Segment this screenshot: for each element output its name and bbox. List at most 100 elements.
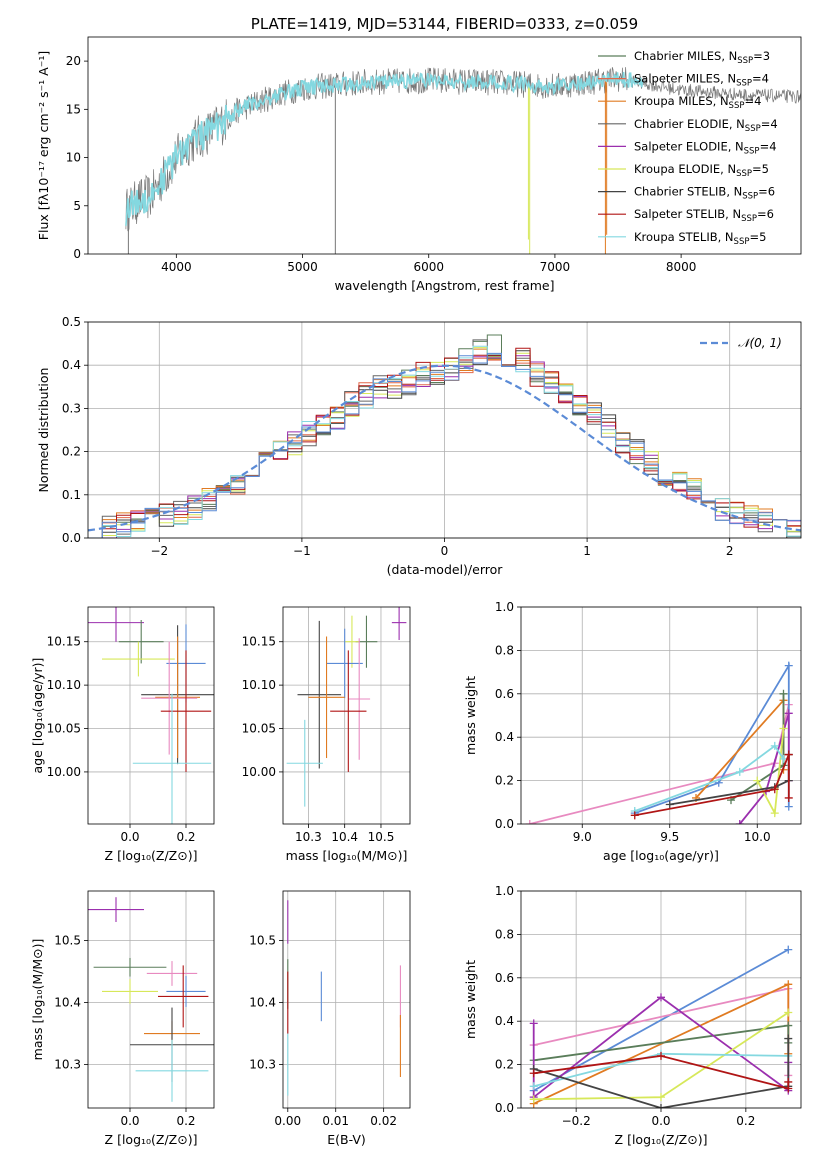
weight-marker (784, 802, 793, 811)
legend-label: Chabrier STELIB, NSSP=6 (634, 185, 775, 202)
y-tick-label: 5 (73, 199, 81, 213)
chart-residuals: −2 −1 0 1 2 0.0 0.1 0.2 0.3 0.4 0.5 (data-model)/er… (36, 315, 802, 577)
normal-curve (88, 364, 801, 532)
weight-marker (784, 1008, 793, 1017)
errorbar-point (286, 719, 323, 807)
legend-label-sub: SSP (745, 124, 761, 134)
legend-label-sub: SSP (742, 192, 758, 202)
grid-lines (88, 891, 214, 1108)
y-tick-label: 10.10 (47, 678, 81, 692)
chart-z_vs_mass: 0.0 0.2 10.3 10.4 10.5 Z [log₁₀(Z/Z⊙)] mass [l… (30, 890, 215, 1147)
x-axis-label: Z [log₁₀(Z/Z⊙)] (615, 1132, 708, 1147)
plot-area (525, 661, 793, 824)
y-tick-label: 10.05 (47, 722, 81, 736)
legend-label-count: =4 (761, 117, 778, 131)
x-tick-label: 9.5 (660, 830, 679, 844)
plot-area (287, 900, 401, 1096)
x-tick-label: 0.2 (736, 1114, 755, 1128)
legend-label: Kroupa MILES, NSSP=4 (634, 94, 761, 111)
weight-marker (784, 750, 793, 759)
legend-item: Kroupa ELODIE, NSSP=5 (598, 162, 769, 179)
errorbar-point (308, 636, 345, 759)
weight-marker (657, 1093, 665, 1102)
axes-frame (282, 606, 411, 825)
x-tick-label: −0.2 (562, 1114, 591, 1128)
legend-label-sub: SSP (741, 214, 757, 224)
y-tick-label: 10.3 (249, 1058, 276, 1072)
legend-label-main: Kroupa MILES, N (634, 94, 729, 108)
x-axis-label: Z [log₁₀(Z/Z⊙)] (105, 848, 198, 863)
chart-ebv_vs_mass: 0.00 0.01 0.02 10.3 10.4 10.5 E(B-V) (249, 890, 411, 1147)
weight-marker (784, 980, 793, 989)
legend-label-main: Chabrier MILES, N (634, 49, 737, 63)
weight-marker (735, 767, 744, 776)
weight-marker (770, 809, 779, 818)
x-tick-label: 0.00 (274, 1114, 301, 1128)
weight-line-salpeter_stelib (634, 754, 790, 817)
axes-frame (87, 606, 215, 825)
axes: 9.0 9.5 10.0 0.0 0.2 0.4 0.6 0.8 1.0 age [log₁₀(a… (463, 600, 802, 863)
x-tick-label: 0.02 (370, 1114, 397, 1128)
axes: 0.0 0.2 10.00 10.05 10.10 10.15 Z [log₁₀(Z/Z⊙)… (30, 606, 215, 863)
y-tick-label: 10.4 (54, 996, 81, 1010)
x-tick-label: 0.2 (176, 830, 195, 844)
legend-label-main: Salpeter STELIB, N (634, 207, 741, 221)
axes: 0.0 0.2 10.3 10.4 10.5 Z [log₁₀(Z/Z⊙)] mass [l… (30, 890, 215, 1147)
axes-frame (520, 606, 802, 825)
legend-label-count: =6 (757, 207, 774, 221)
x-tick-label: 5000 (287, 260, 318, 274)
weight-line-chabrier_stelib (533, 1038, 790, 1108)
errorbar-point (160, 650, 212, 772)
y-tick-label: 10 (66, 151, 81, 165)
legend-label-count: =3 (753, 49, 770, 63)
x-tick-label: 0.01 (322, 1114, 349, 1128)
axes: −2 −1 0 1 2 0.0 0.1 0.2 0.3 0.4 0.5 (data-model)/er… (36, 315, 802, 577)
y-tick-label: 15 (66, 102, 81, 116)
x-tick-label: 10.4 (331, 830, 358, 844)
legend-label-sub: SSP (744, 146, 760, 156)
weight-marker (657, 1051, 665, 1060)
legend-label-count: =5 (752, 162, 769, 176)
x-tick-label: 9.0 (573, 830, 592, 844)
y-tick-label: 1.0 (495, 600, 514, 614)
x-tick-label: 1 (583, 544, 591, 558)
errorbar-point (391, 607, 407, 640)
errorbar-point (88, 607, 144, 642)
y-tick-label: 0.5 (62, 315, 81, 329)
legend-item: Salpeter ELODIE, NSSP=4 (598, 139, 777, 156)
x-tick-label: 10.5 (368, 830, 395, 844)
legend-label: Chabrier MILES, NSSP=3 (634, 49, 770, 66)
legend-label: 𝒩(0, 1) (738, 336, 782, 350)
legend-item: Chabrier ELODIE, NSSP=4 (598, 117, 778, 134)
y-tick-label: 0.2 (495, 1058, 514, 1072)
x-axis-label: Z [log₁₀(Z/Z⊙)] (105, 1132, 198, 1147)
x-tick-label: 10.0 (744, 830, 771, 844)
legend-label-count: =4 (744, 94, 761, 108)
y-tick-label: 0.0 (495, 817, 514, 831)
x-tick-label: 10.3 (295, 830, 322, 844)
errorbar-point (348, 638, 371, 760)
legend-label: Salpeter MILES, NSSP=4 (634, 72, 769, 89)
weight-marker (735, 820, 744, 824)
y-tick-label: 0.1 (62, 488, 81, 502)
x-tick-label: 7000 (540, 260, 571, 274)
weight-marker (784, 1021, 793, 1030)
y-axis-label: Flux [fλ10⁻¹⁷ erg cm⁻² s⁻¹ A⁻¹] (36, 51, 51, 240)
errorbar-point (344, 615, 360, 668)
chart-spectrum: 4000 5000 6000 7000 8000 0 5 10 15 20 wavelength [… (36, 15, 802, 293)
weight-marker (779, 724, 788, 733)
y-tick-label: 10.00 (242, 765, 276, 779)
x-tick-label: 2 (726, 544, 734, 558)
x-axis-label: (data-model)/error (387, 562, 504, 577)
x-tick-label: 4000 (161, 260, 192, 274)
y-axis-label: Normed distribution (36, 368, 51, 493)
chart-age_weights: 9.0 9.5 10.0 0.0 0.2 0.4 0.6 0.8 1.0 age [log₁₀(a… (463, 600, 802, 863)
y-tick-label: 0.6 (495, 971, 514, 985)
legend-label-sub: SSP (736, 169, 752, 179)
weight-marker (529, 1069, 538, 1078)
y-axis-label: age [log₁₀(age/yr)] (30, 658, 45, 774)
y-tick-label: 10.15 (242, 635, 276, 649)
grid-lines (88, 607, 214, 824)
y-tick-label: 0.2 (495, 774, 514, 788)
errorbar-point (93, 957, 167, 977)
